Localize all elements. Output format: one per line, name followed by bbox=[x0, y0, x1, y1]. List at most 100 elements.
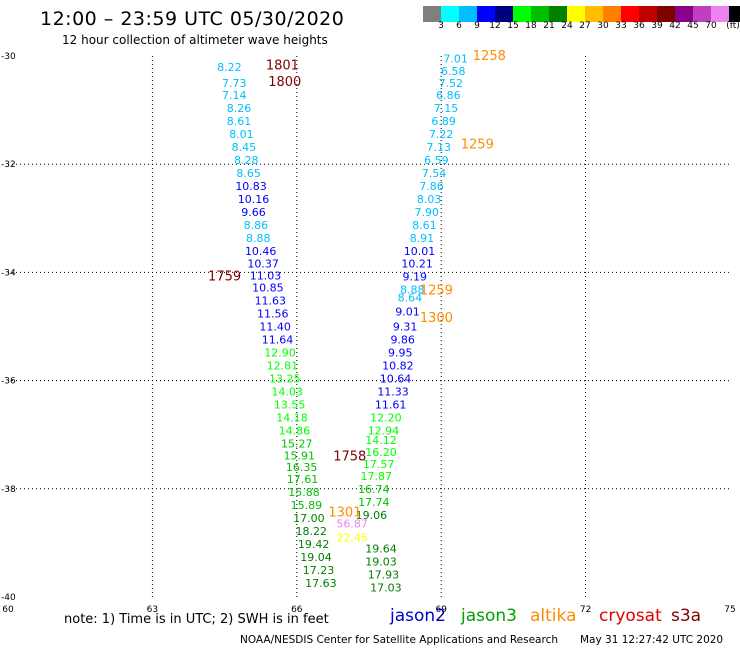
legend-swatch bbox=[657, 6, 675, 22]
time-label: 1259 bbox=[420, 284, 453, 299]
wave-height-label: 9.86 bbox=[390, 333, 415, 346]
chart-subtitle: 12 hour collection of altimeter wave hei… bbox=[62, 33, 328, 47]
wave-height-label: 7.01 bbox=[443, 53, 468, 66]
wave-height-label: 19.42 bbox=[298, 538, 330, 551]
wave-height-label: 11.33 bbox=[377, 385, 409, 398]
credit-line: NOAA/NESDIS Center for Satellite Applica… bbox=[240, 634, 558, 646]
wave-height-label: 12.81 bbox=[267, 359, 299, 372]
wave-height-label: 17.74 bbox=[358, 496, 390, 509]
wave-height-label: 13.55 bbox=[274, 398, 306, 411]
chart-title: 12:00 – 23:59 UTC 05/30/2020 bbox=[40, 8, 345, 30]
wave-height-label: 11.03 bbox=[250, 270, 282, 283]
wave-height-label: 8.86 bbox=[244, 219, 269, 232]
legend-swatch bbox=[423, 6, 441, 22]
legend-label: 12 bbox=[489, 21, 501, 31]
y-tick-label: -36 bbox=[1, 377, 16, 387]
color-legend-labels: 3 6 9 12 15 18 21 24 27 30 33 36 39 42 45 70 (ft) bbox=[423, 21, 740, 33]
wave-height-label: 9.19 bbox=[402, 271, 427, 284]
legend-label: 45 bbox=[687, 21, 699, 31]
wave-height-label: 14.12 bbox=[365, 434, 397, 447]
wave-height-label: 15.91 bbox=[283, 449, 315, 462]
wave-height-label: 17.03 bbox=[370, 581, 402, 594]
wave-height-label: 17.23 bbox=[303, 564, 335, 577]
legend-label: 30 bbox=[597, 21, 609, 31]
wave-height-label: 15.27 bbox=[281, 437, 313, 450]
x-tick-label: 60 bbox=[2, 605, 14, 615]
legend-swatch bbox=[549, 6, 567, 22]
wave-height-label: 10.64 bbox=[380, 372, 412, 385]
wave-height-label: 14.03 bbox=[271, 385, 303, 398]
legend-label: 15 bbox=[507, 21, 519, 31]
wave-height-label: 11.61 bbox=[375, 398, 407, 411]
wave-height-label: 6.58 bbox=[441, 65, 466, 78]
wave-height-label: 7.22 bbox=[429, 128, 454, 141]
wave-height-label: 18.22 bbox=[295, 525, 327, 538]
legend-swatch bbox=[729, 6, 740, 22]
wave-height-label: 6.86 bbox=[436, 89, 461, 102]
legend-label: 3 bbox=[438, 21, 444, 31]
wave-height-label: 7.86 bbox=[419, 180, 444, 193]
wave-height-label: 14.18 bbox=[276, 411, 308, 424]
wave-height-label: 19.06 bbox=[356, 509, 388, 522]
wave-height-label: 8.45 bbox=[232, 141, 257, 154]
wave-height-label: 9.31 bbox=[393, 321, 418, 334]
y-tick-label: -38 bbox=[1, 485, 16, 495]
generated-timestamp: May 31 12:27:42 UTC 2020 bbox=[580, 634, 724, 646]
legend-swatch bbox=[693, 6, 711, 22]
wave-height-label: 11.56 bbox=[257, 308, 289, 321]
wave-height-label: 8.03 bbox=[417, 193, 442, 206]
wave-height-label: 10.46 bbox=[245, 245, 277, 258]
legend-swatch bbox=[711, 6, 729, 22]
time-label: 1758 bbox=[333, 449, 366, 464]
x-tick-label: 75 bbox=[724, 605, 735, 615]
x-tick-label: 63 bbox=[147, 605, 158, 615]
wave-height-label: 7.52 bbox=[439, 77, 464, 90]
x-tick-label: 66 bbox=[291, 605, 303, 615]
satellite-jason3: jason3 bbox=[461, 606, 517, 626]
wave-height-label: 8.64 bbox=[398, 291, 423, 304]
legend-label: 21 bbox=[543, 21, 555, 31]
wave-height-label: 8.61 bbox=[227, 115, 252, 128]
legend-label: 24 bbox=[561, 21, 573, 31]
wave-height-label: 10.82 bbox=[382, 359, 414, 372]
wave-height-label: 17.57 bbox=[363, 458, 395, 471]
satellite-altika: altika bbox=[530, 606, 577, 626]
y-tick-label: -30 bbox=[1, 52, 16, 62]
wave-height-label: 8.28 bbox=[234, 154, 259, 167]
wave-height-label: 9.66 bbox=[241, 206, 266, 219]
time-label: 1759 bbox=[208, 270, 241, 285]
satellite-cryosat: cryosat bbox=[599, 606, 662, 626]
wave-height-label: 11.40 bbox=[259, 321, 291, 334]
wave-height-label: 15.89 bbox=[291, 499, 323, 512]
legend-label: 27 bbox=[579, 21, 591, 31]
legend-swatch bbox=[567, 6, 585, 22]
legend-label: 33 bbox=[615, 21, 627, 31]
wave-height-label: 8.61 bbox=[412, 219, 437, 232]
footer-note: note: 1) Time is in UTC; 2) SWH is in fe… bbox=[64, 612, 329, 627]
legend-swatch bbox=[531, 6, 549, 22]
legend-swatch bbox=[441, 6, 459, 22]
time-label: 1259 bbox=[461, 138, 494, 153]
wave-height-label: 10.16 bbox=[238, 193, 270, 206]
color-legend bbox=[423, 6, 740, 22]
wave-height-label: 19.64 bbox=[365, 542, 397, 555]
wave-height-label: 10.01 bbox=[404, 245, 436, 258]
wave-height-label: 56.87 bbox=[336, 517, 368, 530]
wave-height-label: 17.00 bbox=[293, 512, 325, 525]
legend-swatch bbox=[495, 6, 513, 22]
wave-height-label: 9.01 bbox=[395, 305, 420, 318]
wave-height-label: 8.88 bbox=[246, 232, 271, 245]
legend-label: 42 bbox=[669, 21, 681, 31]
x-tick-label: 69 bbox=[435, 605, 447, 615]
wave-height-label: 7.14 bbox=[222, 89, 247, 102]
wave-height-label: 17.63 bbox=[305, 577, 337, 590]
legend-swatch bbox=[603, 6, 621, 22]
wave-height-label: 10.21 bbox=[401, 258, 433, 271]
legend-label: 18 bbox=[525, 21, 537, 31]
wave-height-label: 8.65 bbox=[236, 167, 261, 180]
wave-height-label: 12.20 bbox=[370, 411, 402, 424]
time-label: 1300 bbox=[420, 311, 453, 326]
wave-height-label: 16.74 bbox=[358, 483, 390, 496]
wave-height-label: 8.01 bbox=[229, 128, 254, 141]
wave-height-label: 19.03 bbox=[365, 555, 397, 568]
